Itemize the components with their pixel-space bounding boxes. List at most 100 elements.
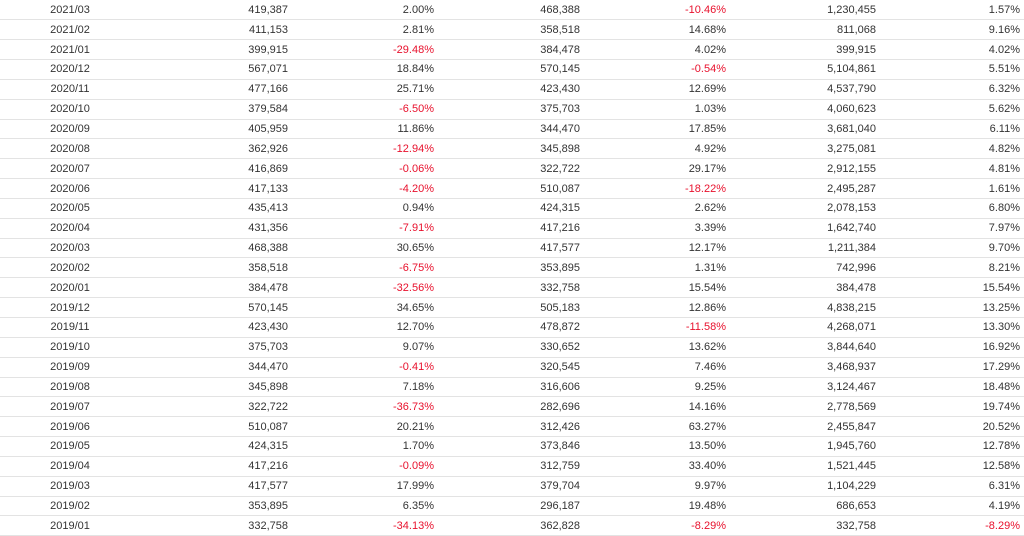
value-cell: 358,518 bbox=[434, 19, 580, 41]
table-row: 2019/07 322,722 -36.73% 282,696 14.16% 2,778,… bbox=[0, 396, 1024, 418]
change-cell: -7.91% bbox=[288, 218, 434, 239]
change-cell: -18.22% bbox=[580, 178, 726, 199]
value-cell: 345,898 bbox=[434, 138, 580, 160]
value-cell: 431,356 bbox=[140, 218, 288, 239]
value-cell: 320,545 bbox=[434, 357, 580, 378]
cumulative-cell: 2,912,155 bbox=[726, 158, 876, 180]
table-row: 2020/07 416,869 -0.06% 322,722 29.17% 2,912,1… bbox=[0, 158, 1024, 180]
table-row: 2019/12 570,145 34.65% 505,183 12.86% 4,838,2… bbox=[0, 297, 1024, 318]
cumulative-cell: 4,838,215 bbox=[726, 297, 876, 318]
change-cell: 1.03% bbox=[580, 99, 726, 120]
cumulative-cell: 4,060,623 bbox=[726, 99, 876, 120]
cumulative-change-cell: 20.52% bbox=[876, 416, 1024, 438]
change-cell: -0.06% bbox=[288, 158, 434, 180]
cumulative-change-cell: 5.62% bbox=[876, 99, 1024, 120]
cumulative-change-cell: 9.70% bbox=[876, 238, 1024, 259]
table-row: 2019/10 375,703 9.07% 330,652 13.62% 3,844,64… bbox=[0, 337, 1024, 358]
cumulative-change-cell: 12.58% bbox=[876, 456, 1024, 477]
change-cell: -10.46% bbox=[580, 0, 726, 21]
cumulative-change-cell: 4.81% bbox=[876, 158, 1024, 180]
value-cell: 478,872 bbox=[434, 317, 580, 338]
month-cell: 2020/03 bbox=[0, 238, 140, 259]
month-cell: 2019/12 bbox=[0, 297, 140, 318]
value-cell: 424,315 bbox=[434, 198, 580, 219]
cumulative-cell: 1,945,760 bbox=[726, 436, 876, 457]
change-cell: 12.69% bbox=[580, 79, 726, 100]
value-cell: 423,430 bbox=[140, 317, 288, 338]
value-cell: 468,388 bbox=[434, 0, 580, 21]
value-cell: 322,722 bbox=[140, 396, 288, 418]
value-cell: 332,758 bbox=[434, 277, 580, 299]
change-cell: -6.75% bbox=[288, 257, 434, 279]
change-cell: 12.17% bbox=[580, 238, 726, 259]
change-cell: 2.00% bbox=[288, 0, 434, 21]
month-cell: 2019/01 bbox=[0, 515, 140, 536]
change-cell: -32.56% bbox=[288, 277, 434, 299]
change-cell: 9.97% bbox=[580, 476, 726, 497]
change-cell: 9.25% bbox=[580, 377, 726, 398]
value-cell: 358,518 bbox=[140, 257, 288, 279]
cumulative-change-cell: 1.57% bbox=[876, 0, 1024, 21]
cumulative-change-cell: 12.78% bbox=[876, 436, 1024, 457]
cumulative-change-cell: 15.54% bbox=[876, 277, 1024, 299]
table-row: 2020/01 384,478 -32.56% 332,758 15.54% 384,47… bbox=[0, 277, 1024, 299]
change-cell: 2.81% bbox=[288, 19, 434, 41]
change-cell: -0.54% bbox=[580, 59, 726, 80]
change-cell: 0.94% bbox=[288, 198, 434, 219]
value-cell: 419,387 bbox=[140, 0, 288, 21]
cumulative-change-cell: 4.02% bbox=[876, 39, 1024, 61]
change-cell: -6.50% bbox=[288, 99, 434, 120]
cumulative-change-cell: 7.97% bbox=[876, 218, 1024, 239]
change-cell: 4.92% bbox=[580, 138, 726, 160]
value-cell: 330,652 bbox=[434, 337, 580, 358]
cumulative-cell: 742,996 bbox=[726, 257, 876, 279]
month-cell: 2019/09 bbox=[0, 357, 140, 378]
cumulative-cell: 2,495,287 bbox=[726, 178, 876, 199]
change-cell: 1.70% bbox=[288, 436, 434, 457]
change-cell: 17.85% bbox=[580, 119, 726, 140]
value-cell: 312,759 bbox=[434, 456, 580, 477]
change-cell: -0.41% bbox=[288, 357, 434, 378]
cumulative-change-cell: 13.30% bbox=[876, 317, 1024, 338]
value-cell: 296,187 bbox=[434, 496, 580, 517]
cumulative-change-cell: 5.51% bbox=[876, 59, 1024, 80]
change-cell: -8.29% bbox=[580, 515, 726, 536]
value-cell: 417,216 bbox=[434, 218, 580, 239]
month-cell: 2020/04 bbox=[0, 218, 140, 239]
change-cell: -12.94% bbox=[288, 138, 434, 160]
change-cell: 20.21% bbox=[288, 416, 434, 438]
value-cell: 510,087 bbox=[140, 416, 288, 438]
table-row: 2019/04 417,216 -0.09% 312,759 33.40% 1,521,4… bbox=[0, 456, 1024, 477]
month-cell: 2020/02 bbox=[0, 257, 140, 279]
table-row: 2021/02 411,153 2.81% 358,518 14.68% 811,068 9… bbox=[0, 19, 1024, 41]
value-cell: 417,577 bbox=[434, 238, 580, 259]
month-cell: 2020/05 bbox=[0, 198, 140, 219]
change-cell: 9.07% bbox=[288, 337, 434, 358]
cumulative-cell: 2,078,153 bbox=[726, 198, 876, 219]
month-cell: 2019/05 bbox=[0, 436, 140, 457]
change-cell: 34.65% bbox=[288, 297, 434, 318]
change-cell: 29.17% bbox=[580, 158, 726, 180]
value-cell: 353,895 bbox=[434, 257, 580, 279]
table-row: 2019/05 424,315 1.70% 373,846 13.50% 1,945,76… bbox=[0, 436, 1024, 457]
value-cell: 417,133 bbox=[140, 178, 288, 199]
table-row: 2021/01 399,915 -29.48% 384,478 4.02% 399,915… bbox=[0, 39, 1024, 61]
table-row: 2020/11 477,166 25.71% 423,430 12.69% 4,537,7… bbox=[0, 79, 1024, 100]
month-cell: 2019/03 bbox=[0, 476, 140, 497]
cumulative-cell: 4,537,790 bbox=[726, 79, 876, 100]
table-row: 2020/10 379,584 -6.50% 375,703 1.03% 4,060,62… bbox=[0, 99, 1024, 120]
value-cell: 411,153 bbox=[140, 19, 288, 41]
cumulative-cell: 686,653 bbox=[726, 496, 876, 517]
value-cell: 570,145 bbox=[140, 297, 288, 318]
change-cell: 13.50% bbox=[580, 436, 726, 457]
cumulative-change-cell: 18.48% bbox=[876, 377, 1024, 398]
value-cell: 384,478 bbox=[140, 277, 288, 299]
month-cell: 2019/11 bbox=[0, 317, 140, 338]
value-cell: 424,315 bbox=[140, 436, 288, 457]
change-cell: 30.65% bbox=[288, 238, 434, 259]
cumulative-change-cell: 16.92% bbox=[876, 337, 1024, 358]
table-row: 2020/06 417,133 -4.20% 510,087 -18.22% 2,495,… bbox=[0, 178, 1024, 199]
value-cell: 322,722 bbox=[434, 158, 580, 180]
value-cell: 570,145 bbox=[434, 59, 580, 80]
change-cell: 13.62% bbox=[580, 337, 726, 358]
